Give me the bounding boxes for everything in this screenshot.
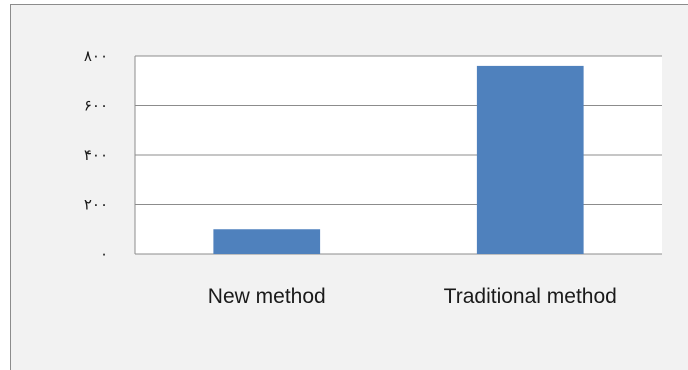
y-tick-label: ٢٠٠ (84, 196, 108, 214)
bar (213, 229, 321, 254)
y-tick-label: ٨٠٠ (84, 47, 108, 65)
bars (213, 65, 584, 255)
category-label: New method (208, 285, 326, 308)
bar (476, 65, 584, 255)
y-tick-label: ۶٠٠ (84, 97, 108, 115)
y-tick-label: ٠ (100, 245, 108, 263)
y-tick-label: ۴٠٠ (84, 146, 108, 164)
category-labels: New method Traditional method (208, 285, 617, 308)
category-label: Traditional method (444, 285, 617, 308)
y-tick-labels: ٠ ٢٠٠ ۴٠٠ ۶٠٠ ٨٠٠ (84, 47, 108, 263)
